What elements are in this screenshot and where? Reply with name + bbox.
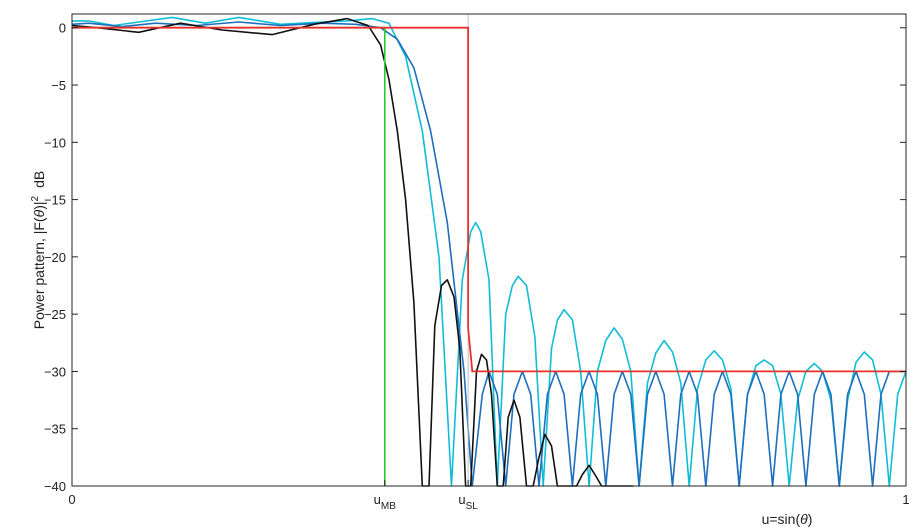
series-line-1: [72, 16, 907, 487]
x-tick-label: uMB: [374, 492, 397, 512]
plot-frame: [71, 13, 907, 487]
y-tick-label: −10: [44, 135, 66, 150]
curves-layer: [71, 16, 907, 487]
x-tick-label: 0: [68, 492, 75, 507]
plot-background: [72, 14, 906, 486]
mask-line: [72, 26, 906, 373]
series-line-3: [71, 17, 634, 487]
y-tick-label: −30: [44, 364, 66, 379]
x-axis: 0 uMB uSL 1: [68, 480, 910, 512]
y-tick-label: −25: [44, 307, 66, 322]
y-tick-label: −35: [44, 422, 66, 437]
x-axis-label: u=sin(θ): [762, 511, 813, 527]
y-tick-label: 0: [59, 21, 66, 36]
y-tick-label: −40: [44, 479, 66, 494]
reference-lines: [72, 14, 906, 486]
series-line-2: [71, 21, 906, 487]
y-tick-label: −5: [51, 78, 66, 93]
y-tick-label: −15: [44, 193, 66, 208]
x-tick-label: uSL: [458, 492, 478, 512]
y-axis: 0 −5 −10 −15 −20 −25 −30 −35 −40: [44, 21, 906, 494]
y-axis-label: Power pattern, |F(θ)|2dB: [30, 171, 47, 329]
y-tick-label: −20: [44, 250, 66, 265]
x-tick-label: 1: [902, 492, 909, 507]
